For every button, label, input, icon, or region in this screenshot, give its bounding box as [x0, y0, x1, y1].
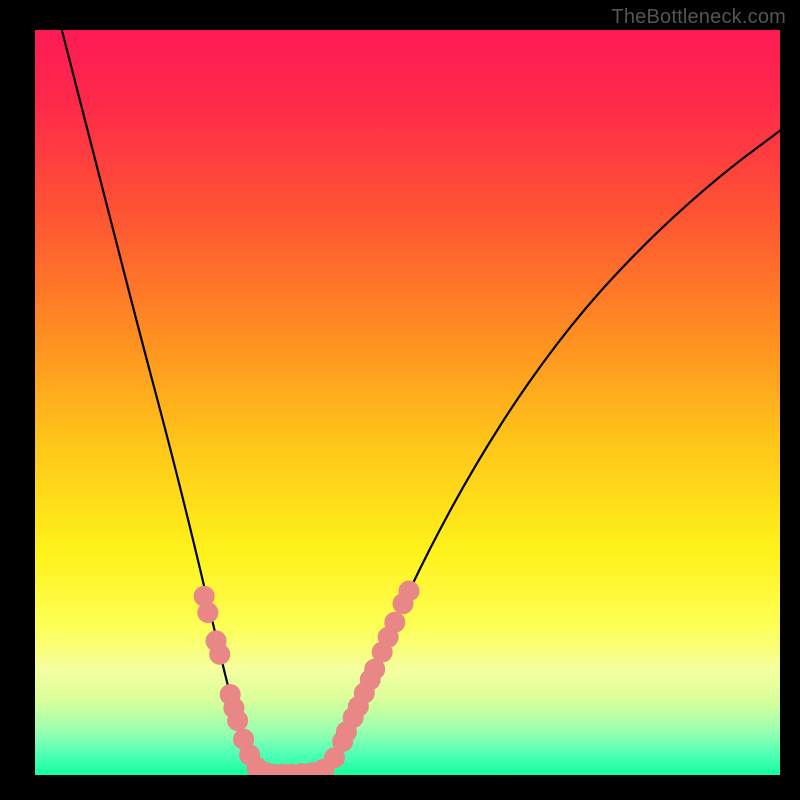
data-marker	[228, 711, 248, 731]
chart-svg	[35, 30, 780, 775]
watermark-text: TheBottleneck.com	[611, 6, 786, 29]
data-markers	[194, 581, 419, 775]
data-marker	[385, 612, 405, 632]
plot-area	[35, 30, 780, 775]
bottleneck-curve	[62, 30, 780, 774]
data-marker	[210, 644, 230, 664]
data-marker	[399, 581, 419, 601]
data-marker	[198, 603, 218, 623]
